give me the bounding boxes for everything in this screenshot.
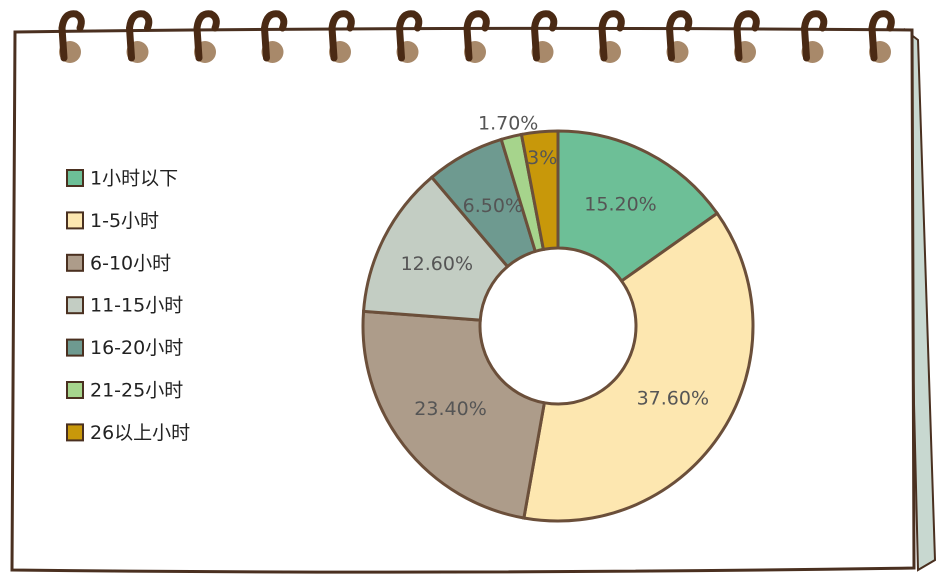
slice [522, 211, 755, 523]
value-label: 12.60% [401, 253, 473, 275]
ring-wire [598, 10, 625, 62]
value-label: 23.40% [414, 398, 486, 420]
value-label: 3% [527, 147, 557, 169]
slice [361, 175, 510, 322]
legend-label: 26以上小时 [90, 422, 190, 444]
ring-wire [260, 10, 288, 62]
ring-wire [733, 10, 760, 62]
legend-label: 1-5小时 [90, 210, 159, 232]
legend-swatch [66, 253, 84, 272]
value-label: 15.20% [584, 194, 656, 216]
donut: 15.20% 37.60% 23.40% 12.60% 6.50% 1.70% 3% [361, 113, 755, 523]
ring-wire [665, 10, 693, 62]
ring-wire [58, 10, 85, 62]
ring-wire [800, 10, 828, 62]
legend-swatch [66, 338, 84, 357]
legend: 1小时以下 1-5小时 6-10小时 11-15小时 16-20小时 21-25小时 26以… [66, 168, 190, 444]
legend-swatch [66, 169, 84, 187]
legend-swatch [66, 423, 84, 442]
rings [58, 10, 895, 63]
legend-label: 21-25小时 [90, 380, 183, 402]
legend-swatch [66, 381, 84, 399]
legend-label: 6-10小时 [90, 252, 171, 274]
legend-label: 1小时以下 [90, 168, 178, 190]
ring-wire [125, 10, 153, 62]
ring-wire [530, 10, 558, 62]
slice [361, 309, 547, 520]
legend-swatch [66, 296, 84, 315]
ring-wire [193, 10, 220, 62]
slice [519, 129, 560, 252]
ring-wire [463, 10, 490, 62]
ring-wire [328, 10, 355, 62]
value-label: 1.70% [478, 113, 538, 135]
value-label: 6.50% [463, 195, 523, 217]
legend-label: 11-15小时 [90, 295, 183, 317]
ring-wire [868, 10, 895, 62]
slice [556, 129, 720, 284]
ring-wire [395, 10, 423, 62]
value-label: 37.60% [637, 387, 709, 409]
legend-label: 16-20小时 [90, 337, 183, 359]
legend-swatch [66, 211, 84, 230]
